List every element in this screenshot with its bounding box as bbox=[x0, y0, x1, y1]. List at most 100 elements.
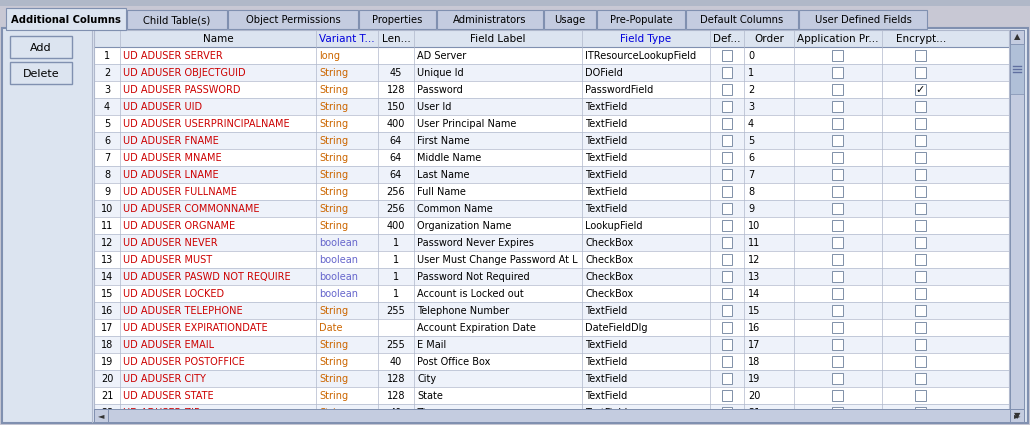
Text: UD ADUSER SERVER: UD ADUSER SERVER bbox=[123, 51, 222, 61]
FancyBboxPatch shape bbox=[915, 237, 926, 248]
FancyBboxPatch shape bbox=[915, 186, 926, 197]
Text: Administrators: Administrators bbox=[453, 15, 526, 25]
FancyBboxPatch shape bbox=[832, 407, 843, 418]
Text: 13: 13 bbox=[101, 255, 113, 265]
Text: String: String bbox=[319, 374, 348, 384]
FancyBboxPatch shape bbox=[722, 135, 732, 146]
Text: 40: 40 bbox=[390, 408, 402, 418]
Text: UD ADUSER TELEPHONE: UD ADUSER TELEPHONE bbox=[123, 306, 243, 316]
Text: 0: 0 bbox=[748, 51, 754, 61]
Text: 7: 7 bbox=[104, 153, 110, 163]
Text: TextField: TextField bbox=[585, 119, 627, 129]
Text: Additional Columns: Additional Columns bbox=[11, 14, 121, 25]
FancyBboxPatch shape bbox=[722, 339, 732, 350]
FancyBboxPatch shape bbox=[94, 149, 1009, 166]
FancyBboxPatch shape bbox=[94, 404, 1009, 421]
FancyBboxPatch shape bbox=[10, 36, 72, 58]
FancyBboxPatch shape bbox=[915, 50, 926, 61]
Text: 14: 14 bbox=[101, 272, 113, 282]
Text: 1: 1 bbox=[104, 51, 110, 61]
FancyBboxPatch shape bbox=[722, 407, 732, 418]
Text: 64: 64 bbox=[390, 170, 402, 180]
Text: ▼: ▼ bbox=[1014, 411, 1021, 420]
FancyBboxPatch shape bbox=[94, 98, 1009, 115]
Text: UD ADUSER FULLNAME: UD ADUSER FULLNAME bbox=[123, 187, 237, 197]
Text: TextField: TextField bbox=[585, 204, 627, 214]
Text: 14: 14 bbox=[748, 289, 760, 299]
FancyBboxPatch shape bbox=[722, 101, 732, 112]
FancyBboxPatch shape bbox=[915, 254, 926, 265]
FancyBboxPatch shape bbox=[915, 67, 926, 78]
FancyBboxPatch shape bbox=[832, 390, 843, 401]
FancyBboxPatch shape bbox=[722, 220, 732, 231]
Text: TextField: TextField bbox=[585, 306, 627, 316]
FancyBboxPatch shape bbox=[915, 152, 926, 163]
FancyBboxPatch shape bbox=[94, 370, 1009, 387]
FancyBboxPatch shape bbox=[832, 203, 843, 214]
Text: 6: 6 bbox=[104, 136, 110, 146]
Text: String: String bbox=[319, 85, 348, 95]
FancyBboxPatch shape bbox=[0, 6, 1030, 30]
Text: UD ADUSER STATE: UD ADUSER STATE bbox=[123, 391, 213, 401]
Text: User Must Change Password At L: User Must Change Password At L bbox=[417, 255, 578, 265]
Text: UD ADUSER LNAME: UD ADUSER LNAME bbox=[123, 170, 218, 180]
Text: Child Table(s): Child Table(s) bbox=[143, 15, 210, 25]
Text: 3: 3 bbox=[748, 102, 754, 112]
Text: long: long bbox=[319, 51, 340, 61]
Text: Middle Name: Middle Name bbox=[417, 153, 481, 163]
FancyBboxPatch shape bbox=[722, 84, 732, 95]
Text: boolean: boolean bbox=[319, 255, 358, 265]
Text: Default Columns: Default Columns bbox=[700, 15, 784, 25]
FancyBboxPatch shape bbox=[722, 288, 732, 299]
Text: 255: 255 bbox=[386, 306, 406, 316]
FancyBboxPatch shape bbox=[832, 373, 843, 384]
FancyBboxPatch shape bbox=[915, 288, 926, 299]
Text: Common Name: Common Name bbox=[417, 204, 492, 214]
FancyBboxPatch shape bbox=[722, 152, 732, 163]
FancyBboxPatch shape bbox=[915, 339, 926, 350]
FancyBboxPatch shape bbox=[832, 50, 843, 61]
Text: ITResourceLookupField: ITResourceLookupField bbox=[585, 51, 696, 61]
Text: UD ADUSER LOCKED: UD ADUSER LOCKED bbox=[123, 289, 225, 299]
Text: CheckBox: CheckBox bbox=[585, 289, 633, 299]
Text: 20: 20 bbox=[101, 374, 113, 384]
FancyBboxPatch shape bbox=[94, 64, 1009, 81]
Text: Account is Locked out: Account is Locked out bbox=[417, 289, 523, 299]
FancyBboxPatch shape bbox=[2, 28, 1028, 423]
Text: TextField: TextField bbox=[585, 170, 627, 180]
FancyBboxPatch shape bbox=[722, 237, 732, 248]
Text: 5: 5 bbox=[104, 119, 110, 129]
FancyBboxPatch shape bbox=[915, 271, 926, 282]
FancyBboxPatch shape bbox=[722, 390, 732, 401]
Text: 17: 17 bbox=[748, 340, 760, 350]
FancyBboxPatch shape bbox=[915, 373, 926, 384]
FancyBboxPatch shape bbox=[94, 319, 1009, 336]
FancyBboxPatch shape bbox=[832, 169, 843, 180]
FancyBboxPatch shape bbox=[832, 67, 843, 78]
FancyBboxPatch shape bbox=[722, 186, 732, 197]
FancyBboxPatch shape bbox=[686, 10, 798, 29]
FancyBboxPatch shape bbox=[832, 254, 843, 265]
Text: TextField: TextField bbox=[585, 391, 627, 401]
Text: 150: 150 bbox=[386, 102, 405, 112]
Text: String: String bbox=[319, 170, 348, 180]
Text: String: String bbox=[319, 204, 348, 214]
FancyBboxPatch shape bbox=[722, 305, 732, 316]
Text: String: String bbox=[319, 357, 348, 367]
FancyBboxPatch shape bbox=[94, 409, 1024, 422]
Text: Unique Id: Unique Id bbox=[417, 68, 464, 78]
Text: Date: Date bbox=[319, 323, 343, 333]
Text: 128: 128 bbox=[386, 374, 405, 384]
Text: Field Label: Field Label bbox=[471, 34, 525, 44]
Text: Password Never Expires: Password Never Expires bbox=[417, 238, 534, 248]
FancyBboxPatch shape bbox=[94, 387, 1009, 404]
Text: String: String bbox=[319, 221, 348, 231]
Text: boolean: boolean bbox=[319, 272, 358, 282]
Text: State: State bbox=[417, 391, 443, 401]
FancyBboxPatch shape bbox=[1010, 30, 1024, 44]
Text: TextField: TextField bbox=[585, 408, 627, 418]
FancyBboxPatch shape bbox=[832, 101, 843, 112]
Text: boolean: boolean bbox=[319, 289, 358, 299]
Text: 6: 6 bbox=[748, 153, 754, 163]
FancyBboxPatch shape bbox=[94, 217, 1009, 234]
